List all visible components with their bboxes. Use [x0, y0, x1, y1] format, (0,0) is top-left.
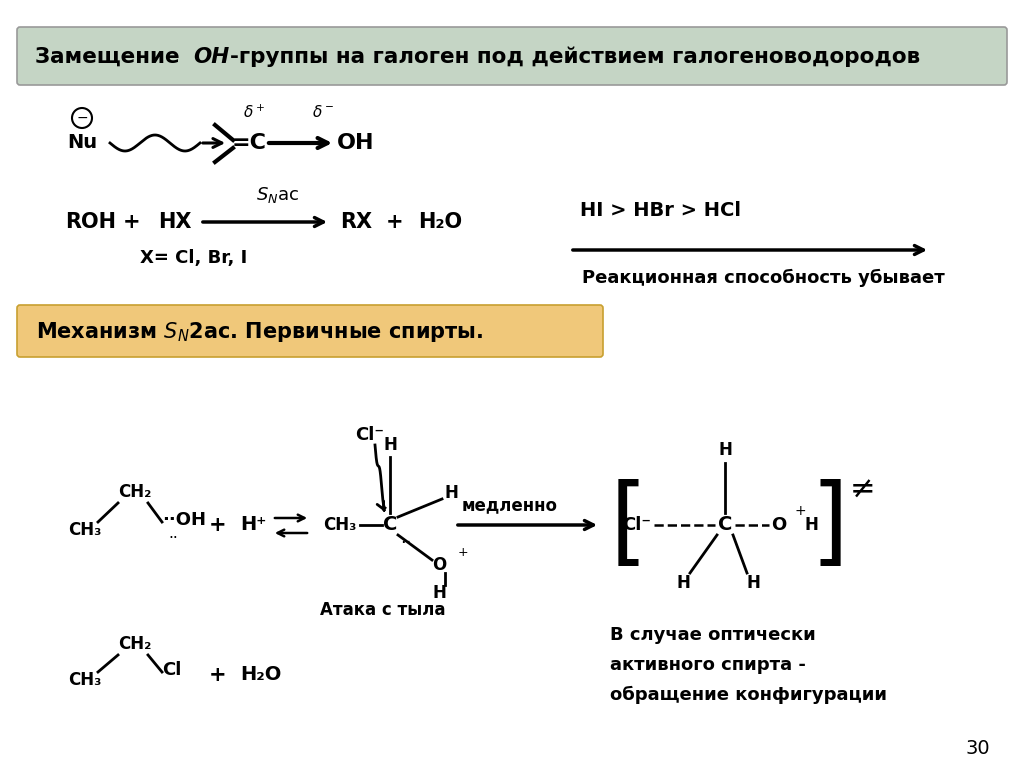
Text: -группы на галоген под действием галогеноводородов: -группы на галоген под действием галоген… [230, 47, 921, 67]
Text: $\delta^+$: $\delta^+$ [243, 104, 265, 120]
Text: CH₂: CH₂ [118, 483, 152, 501]
Text: HX: HX [158, 212, 191, 232]
Text: CH₃: CH₃ [68, 671, 101, 689]
Text: −: − [76, 111, 88, 125]
Text: ОН: ОН [193, 47, 229, 67]
Text: Cl⁻: Cl⁻ [622, 516, 651, 534]
Text: H: H [718, 441, 732, 459]
Text: H: H [432, 584, 445, 602]
Text: H⁺: H⁺ [240, 515, 266, 535]
Text: $\delta^-$: $\delta^-$ [312, 104, 335, 120]
Text: X= Cl, Br, I: X= Cl, Br, I [140, 249, 247, 267]
Text: $\mathit{S_N}$ac: $\mathit{S_N}$ac [256, 185, 300, 205]
Text: активного спирта -: активного спирта - [610, 656, 806, 674]
Text: OH: OH [337, 133, 375, 153]
Text: Cl⁻: Cl⁻ [355, 426, 384, 444]
Text: +: + [458, 547, 469, 559]
Text: C: C [718, 515, 732, 535]
Text: Cl: Cl [162, 661, 181, 679]
Text: Замещение: Замещение [35, 47, 187, 67]
Text: +: + [209, 515, 226, 535]
Text: ··OH: ··OH [162, 511, 206, 529]
Text: RX: RX [340, 212, 372, 232]
Text: Механизм $S_N$2ас. Первичные спирты.: Механизм $S_N$2ас. Первичные спирты. [36, 320, 483, 344]
Text: CH₂: CH₂ [118, 635, 152, 653]
Text: В случае оптически: В случае оптически [610, 626, 816, 644]
Text: ≠: ≠ [850, 476, 876, 505]
Text: 30: 30 [966, 739, 990, 758]
Text: H: H [445, 484, 459, 502]
Text: +: + [795, 504, 807, 518]
Text: ]: ] [810, 479, 848, 571]
Text: [: [ [610, 479, 648, 571]
Text: H: H [676, 574, 690, 592]
Text: H: H [383, 436, 397, 454]
Text: ROH: ROH [65, 212, 116, 232]
Text: O: O [771, 516, 786, 534]
Text: +: + [209, 665, 226, 685]
Text: H: H [805, 516, 819, 534]
FancyBboxPatch shape [17, 305, 603, 357]
Text: HI > HBr > HCl: HI > HBr > HCl [580, 200, 741, 219]
Text: =C: =C [232, 133, 267, 153]
Text: C: C [383, 515, 397, 535]
Text: ··: ·· [168, 531, 178, 545]
Text: ··: ·· [400, 534, 412, 552]
Text: Реакционная способность убывает: Реакционная способность убывает [582, 269, 945, 287]
Text: H₂O: H₂O [240, 666, 282, 684]
Text: H₂O: H₂O [418, 212, 462, 232]
Text: медленно: медленно [462, 496, 558, 514]
Text: Nu: Nu [67, 133, 97, 153]
Text: H: H [746, 574, 760, 592]
Text: +: + [123, 212, 141, 232]
Text: CH₃: CH₃ [323, 516, 356, 534]
FancyBboxPatch shape [17, 27, 1007, 85]
Text: обращение конфигурации: обращение конфигурации [610, 686, 887, 704]
Text: +: + [386, 212, 403, 232]
Text: O: O [432, 556, 446, 574]
Text: CH₃: CH₃ [68, 521, 101, 539]
Text: Атака с тыла: Атака с тыла [319, 601, 445, 619]
